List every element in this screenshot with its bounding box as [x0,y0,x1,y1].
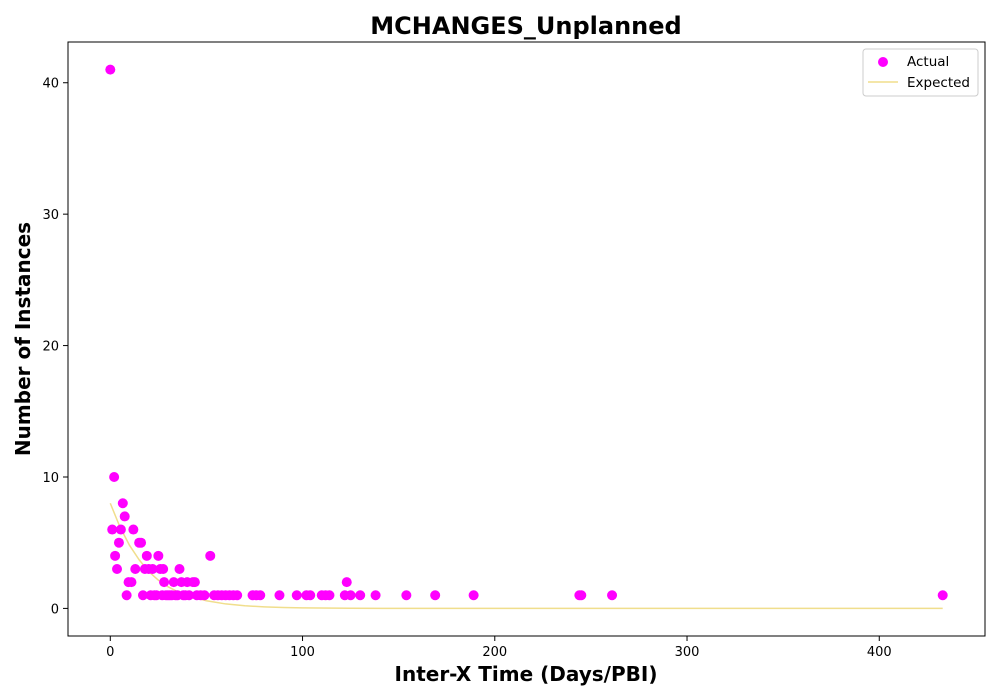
plot-frame [67,41,986,637]
y-tick-label: 20 [42,340,59,355]
y-tick-label: 10 [42,471,59,486]
actual-point [115,524,126,535]
actual-point [153,550,164,561]
actual-point [401,590,412,601]
actual-point [468,590,479,601]
actual-point [576,590,587,601]
actual-point [174,563,185,574]
actual-point [189,577,200,588]
expected-line [109,502,943,610]
y-tick-label: 40 [42,77,59,92]
legend-actual-label: Actual [907,54,949,70]
actual-point [291,590,302,601]
legend: Actual Expected [862,48,979,97]
x-tick-label: 0 [106,645,114,660]
actual-point [159,577,170,588]
actual-point [105,64,116,75]
actual-point [141,550,152,561]
actual-point [274,590,285,601]
plot-area [105,64,948,610]
actual-point [128,524,139,535]
chart-title: MCHANGES_Unplanned [370,12,681,40]
actual-point [937,590,948,601]
x-axis: 0 100 200 300 400 [106,636,892,660]
actual-point [168,577,179,588]
x-tick-label: 200 [482,645,507,660]
actual-point [110,550,121,561]
actual-point [130,563,141,574]
expected-series-layer [109,502,943,610]
actual-point [109,471,120,482]
actual-point [136,537,147,548]
actual-point [205,550,216,561]
actual-point [355,590,366,601]
legend-box [862,48,979,97]
y-tick-label: 30 [42,208,59,223]
actual-point [126,577,137,588]
actual-point [158,563,169,574]
actual-point [117,498,128,509]
x-tick-label: 100 [290,645,315,660]
actual-point [112,563,123,574]
actual-point [607,590,618,601]
y-axis: 0 10 20 30 40 [42,77,68,617]
y-axis-label: Number of Instances [11,222,35,456]
actual-point [119,511,130,522]
actual-point [137,590,148,601]
actual-point [345,590,356,601]
actual-point [232,590,243,601]
actual-point [370,590,381,601]
x-tick-label: 400 [867,645,892,660]
x-tick-label: 300 [675,645,700,660]
actual-series-layer [105,64,948,601]
x-axis-label: Inter-X Time (Days/PBI) [395,662,658,686]
actual-point [255,590,266,601]
actual-point [324,590,335,601]
actual-point [107,524,118,535]
actual-point [147,563,158,574]
legend-expected-label: Expected [907,75,970,91]
actual-point [341,577,352,588]
actual-point [184,590,195,601]
legend-actual-marker [878,57,888,67]
actual-point [305,590,316,601]
actual-point [430,590,441,601]
actual-point [199,590,210,601]
actual-point [121,590,132,601]
actual-point [113,537,124,548]
y-tick-label: 0 [51,602,59,617]
